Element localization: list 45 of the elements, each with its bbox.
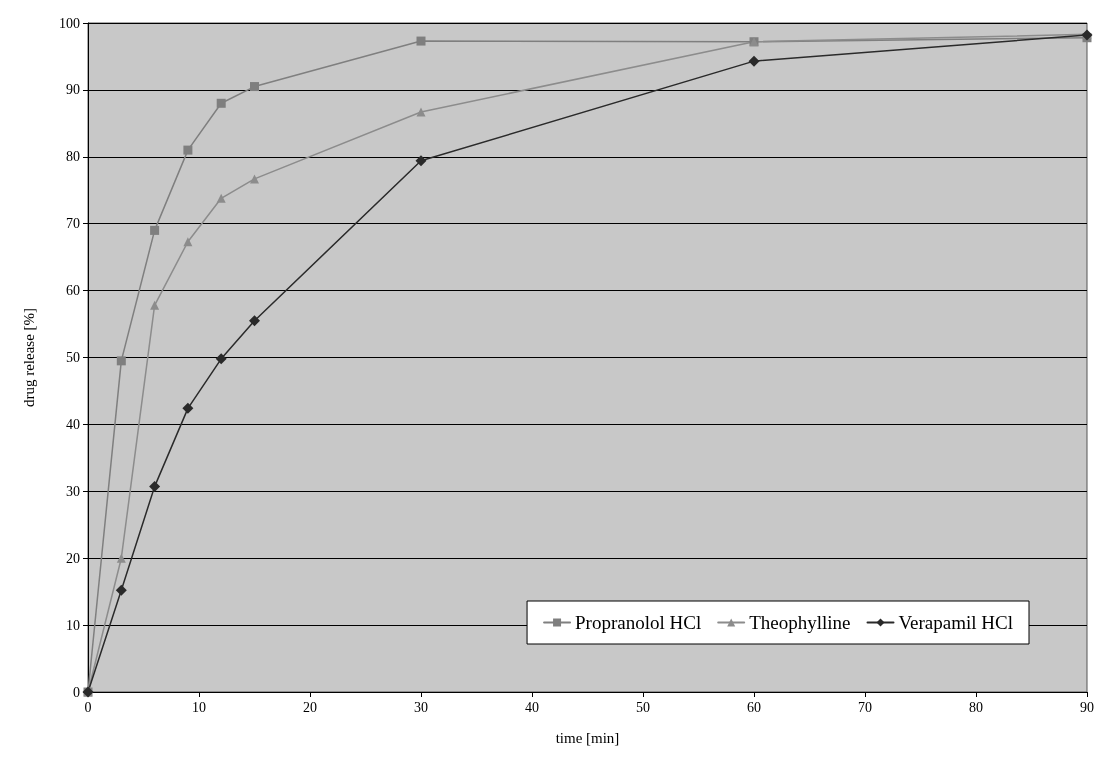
point [150,300,160,310]
x-axis-title: time [min] [555,729,620,746]
legend-label: Theophylline [749,612,851,633]
x-tick-label: 50 [636,699,650,715]
x-tick-label: 20 [303,699,317,715]
legend-label: Verapamil HCl [898,612,1014,633]
point [116,553,126,563]
y-tick-label: 90 [66,82,80,98]
point [149,481,161,493]
point [250,174,259,184]
x-tick-label: 60 [747,699,761,715]
y-tick-label: 50 [66,350,80,365]
y-tick-label: 70 [66,216,80,232]
x-tick-label: 40 [525,699,539,715]
point [416,36,426,46]
y-tick-label: 40 [66,416,80,432]
y-tick-label: 100 [59,15,80,31]
point [250,82,259,92]
point [183,237,193,247]
y-tick-label: 30 [66,483,80,499]
x-tick-label: 80 [969,699,983,715]
point [748,55,760,67]
y-axis-title: drug release [%] [20,307,37,408]
point [215,353,227,365]
point [182,402,194,414]
point [216,98,226,108]
point [249,315,260,327]
x-tick-label: 30 [414,699,428,715]
point [415,155,427,167]
point [416,107,426,117]
y-tick-label: 80 [66,149,80,165]
x-tick-label: 0 [84,699,92,715]
y-tick-label: 10 [66,617,80,633]
point [115,584,127,596]
x-tick-label: 70 [858,699,872,715]
point [116,356,126,366]
point [216,193,226,203]
y-tick-label: 20 [66,550,80,566]
point [150,225,160,235]
y-tick-label: 60 [66,283,80,299]
legend-label: Propranolol HCl [575,612,702,633]
x-tick-label: 90 [1080,699,1094,715]
point [183,145,193,155]
x-tick-label: 10 [192,699,206,715]
y-tick-label: 0 [73,684,80,700]
